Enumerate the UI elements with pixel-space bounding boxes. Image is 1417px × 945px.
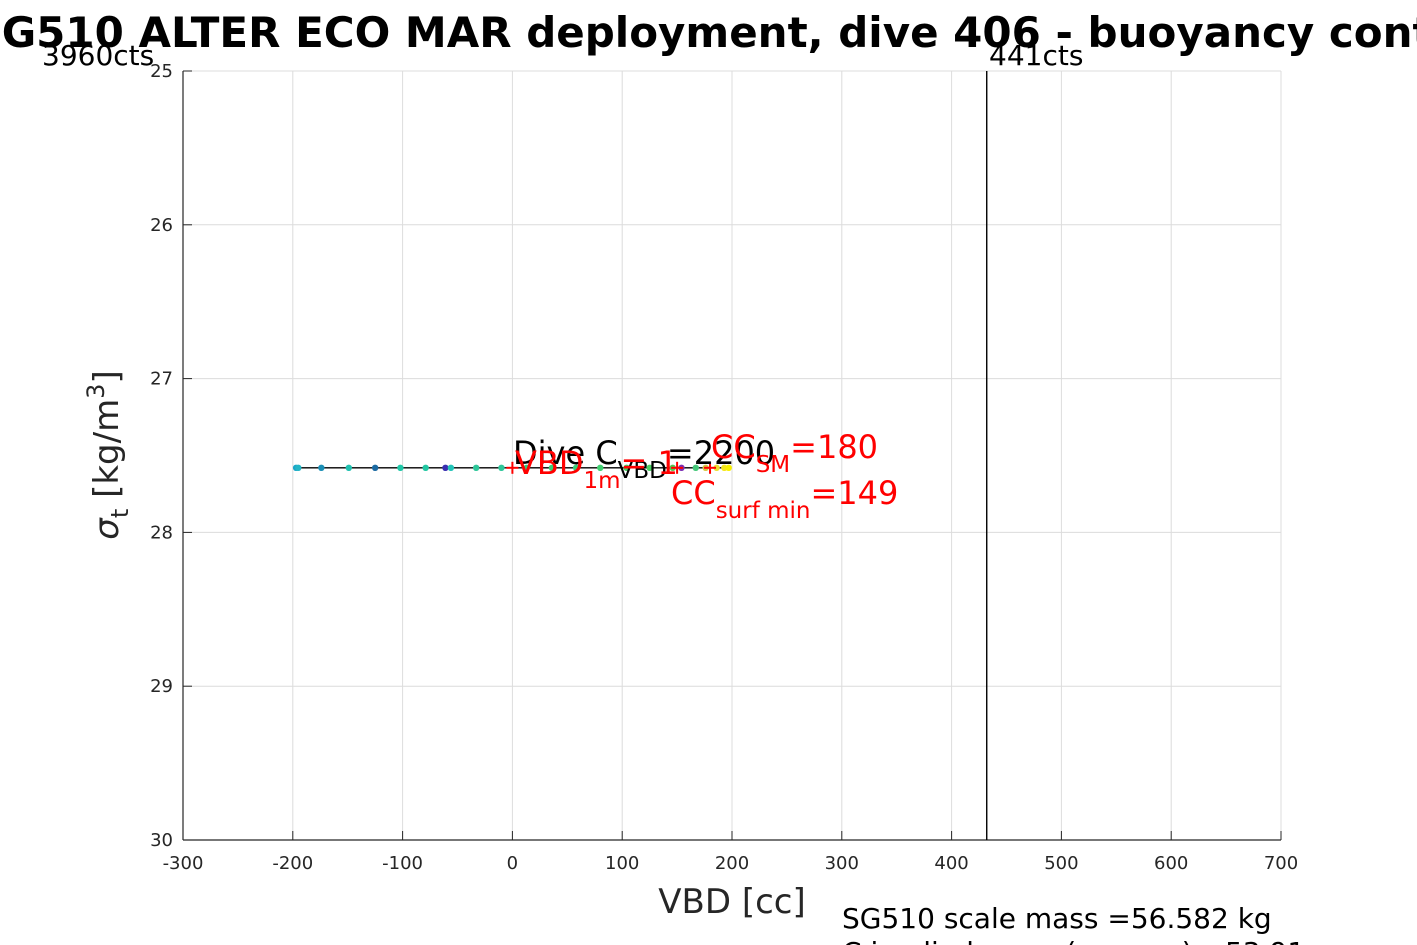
data-point xyxy=(442,464,449,472)
y-tick-labels: 25 26 27 28 29 30 xyxy=(150,61,173,851)
x-tick-labels: -300 -200 -100 0 100 200 300 400 500 600 700 xyxy=(163,853,1299,874)
cc-surf-min-annotation: CCsurf min=149 xyxy=(671,474,898,524)
dive-c-vbd-annotation-sub: VBD xyxy=(618,458,667,484)
data-point xyxy=(692,464,699,472)
x-tick-label: -300 xyxy=(163,853,204,874)
scale-mass-text: SG510 scale mass =56.582 kg xyxy=(842,902,1272,935)
vbd-1m-annotation-value: = 1 xyxy=(621,444,678,482)
y-tick-label: 25 xyxy=(150,61,173,82)
y-tick-label: 30 xyxy=(150,830,173,851)
y-axis-superscript: 3 xyxy=(82,384,110,399)
dive-c-vbd-annotation-value: =2200 xyxy=(667,434,775,472)
chart-title: SG510 ALTER ECO MAR deployment, dive 406… xyxy=(0,8,1417,57)
vbd-min-counts-label: 3960cts xyxy=(42,39,154,72)
data-point xyxy=(422,464,429,472)
x-tick-label: 200 xyxy=(715,853,749,874)
cc-surf-min-annotation-sub: surf min xyxy=(716,498,811,524)
vbd-1m-annotation-sub: 1m xyxy=(583,468,620,494)
data-points xyxy=(292,464,732,472)
cc-surf-min-annotation-value: =149 xyxy=(810,474,898,512)
cc-sm-annotation-sub: SM xyxy=(756,452,790,478)
x-tick-label: 600 xyxy=(1154,853,1188,874)
data-point xyxy=(523,464,530,472)
data-point xyxy=(725,464,732,472)
cc-surf-min-annotation-main: CC xyxy=(671,474,716,512)
vbd-1m-annotation-main: VBD xyxy=(515,444,583,482)
data-point xyxy=(345,464,352,472)
y-axis-unit-close: ] xyxy=(87,370,127,383)
x-tick-label: 500 xyxy=(1044,853,1078,874)
data-point xyxy=(447,464,455,472)
red-plus-marker xyxy=(506,461,519,474)
y-tick-label: 27 xyxy=(150,369,173,390)
data-point xyxy=(371,464,379,472)
data-point xyxy=(572,464,580,472)
y-axis-sigma: σ xyxy=(87,517,127,540)
x-tick-label: -200 xyxy=(272,853,313,874)
red-plus-marker xyxy=(704,461,717,474)
red-markers xyxy=(506,461,717,474)
cc-sm-annotation: CCSM=180 xyxy=(711,428,878,478)
data-point xyxy=(713,464,720,472)
data-point xyxy=(295,464,302,472)
dive-c-vbd-annotation: Dive CVBD=2200 xyxy=(513,434,775,484)
red-plus-marker xyxy=(671,461,684,474)
y-axis-unit-open: [kg/m xyxy=(87,399,127,509)
dive-c-vbd-annotation-main: Dive C xyxy=(513,434,618,472)
data-point xyxy=(623,464,630,472)
vbd-1m-annotation: VBD1m= 1 xyxy=(515,444,678,494)
data-point xyxy=(472,464,480,472)
data-point xyxy=(721,464,728,472)
data-point xyxy=(397,464,404,472)
x-axis-label: VBD [cc] xyxy=(658,882,806,922)
data-point xyxy=(318,464,325,472)
grid-lines xyxy=(182,70,1282,841)
y-axis-label: σt [kg/m3] xyxy=(82,370,134,539)
data-point xyxy=(498,464,505,472)
x-tick-label: 100 xyxy=(605,853,639,874)
data-point xyxy=(597,464,604,472)
x-tick-label: -100 xyxy=(382,853,423,874)
data-point xyxy=(646,464,653,472)
y-tick-label: 26 xyxy=(150,215,173,236)
x-tick-label: 400 xyxy=(934,853,968,874)
x-tick-label: 700 xyxy=(1264,853,1298,874)
cc-sm-annotation-value: =180 xyxy=(790,428,878,466)
y-axis-subscript: t xyxy=(106,509,134,518)
axes xyxy=(182,70,1282,841)
y-tick-label: 29 xyxy=(150,676,173,697)
x-tick-label: 300 xyxy=(825,853,859,874)
vbd-max-counts-label: 441cts xyxy=(989,39,1083,72)
implied-mass-text: C implied mass (neg prs) =53.91 xyxy=(842,936,1305,945)
data-point xyxy=(548,464,556,472)
cc-sm-annotation-main: CC xyxy=(711,428,756,466)
y-tick-label: 28 xyxy=(150,522,173,543)
x-tick-label: 0 xyxy=(507,853,518,874)
